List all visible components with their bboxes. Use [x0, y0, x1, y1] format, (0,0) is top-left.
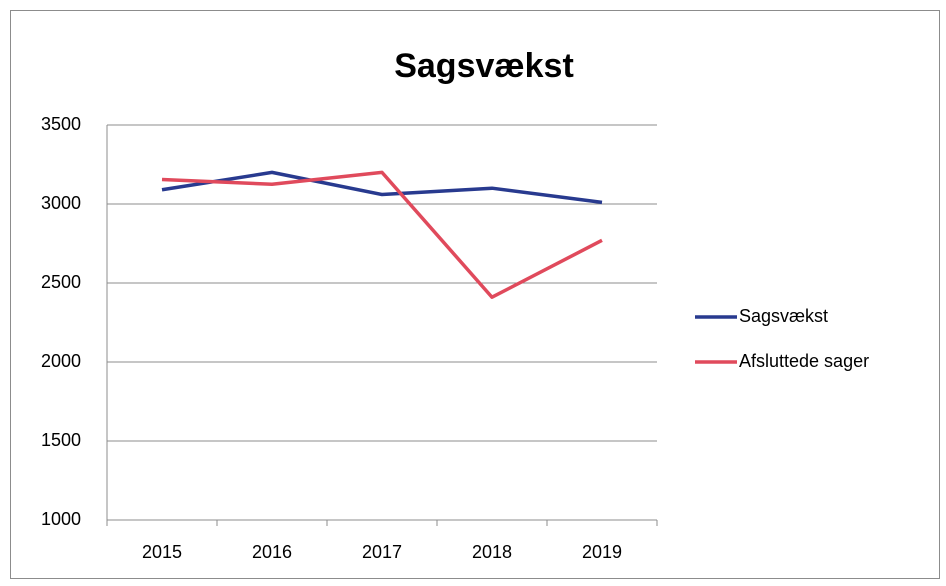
chart-frame	[10, 10, 940, 579]
legend-label: Afsluttede sager	[739, 351, 869, 371]
y-tick-label: 3000	[41, 193, 81, 213]
y-tick-label: 2500	[41, 272, 81, 292]
y-tick-label: 1500	[41, 430, 81, 450]
x-tick-label: 2015	[142, 542, 182, 562]
y-tick-label: 2000	[41, 351, 81, 371]
legend-label: Sagsvækst	[739, 306, 828, 326]
series-line	[161, 170, 603, 299]
y-tick-label: 1000	[41, 509, 81, 529]
series-line	[161, 170, 603, 205]
x-tick-label: 2016	[252, 542, 292, 562]
x-tick-label: 2018	[472, 542, 512, 562]
chart-title: Sagsvækst	[394, 47, 574, 85]
x-tick-label: 2017	[362, 542, 402, 562]
x-tick-label: 2019	[582, 542, 622, 562]
y-tick-label: 3500	[41, 114, 81, 134]
